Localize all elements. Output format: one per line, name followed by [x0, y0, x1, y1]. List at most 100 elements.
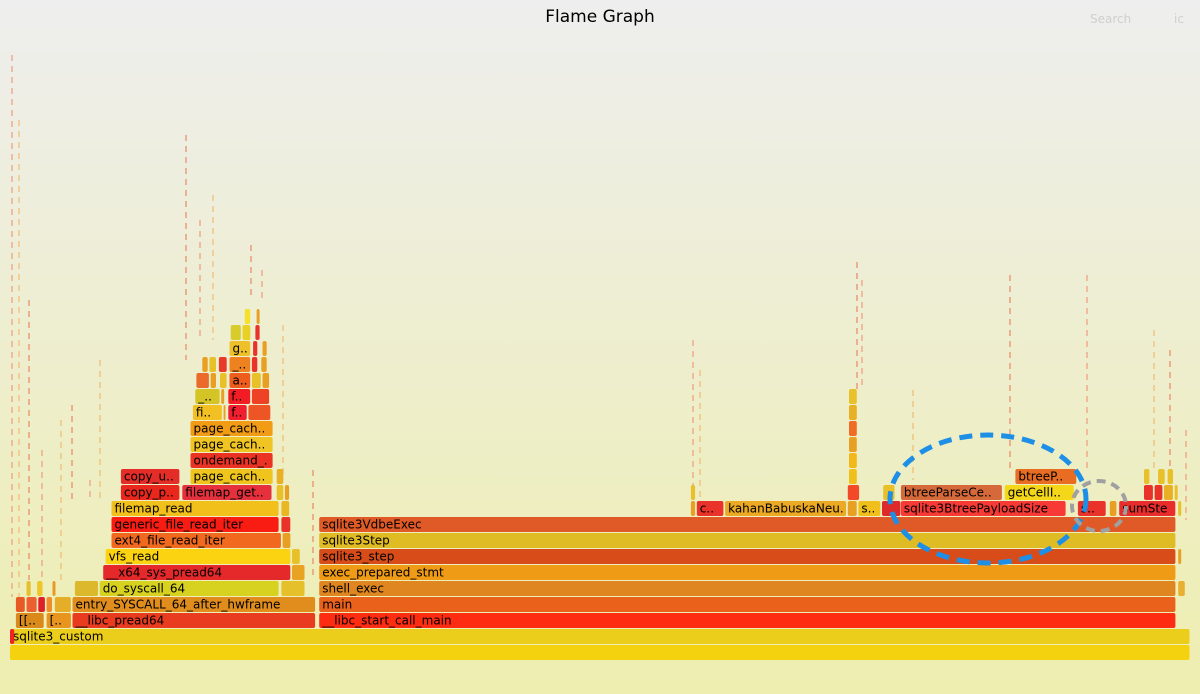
- frame-unlabeled-67[interactable]: [1158, 469, 1165, 484]
- frame-unlabeled-17[interactable]: [74, 581, 98, 596]
- frame-rect[interactable]: [882, 501, 901, 516]
- frame-generic_file_read_iter-32[interactable]: generic_file_read_iter: [111, 517, 279, 532]
- frame-unlabeled-42[interactable]: [882, 501, 901, 516]
- frame-rect[interactable]: [26, 581, 31, 596]
- frame-filemap_read-35[interactable]: filemap_read: [111, 501, 279, 516]
- frame-unlabeled-93[interactable]: [218, 357, 227, 372]
- frame-unlabeled-30[interactable]: [282, 533, 291, 548]
- frame-rect[interactable]: [256, 309, 260, 324]
- frame-rect[interactable]: [690, 485, 696, 500]
- frame-rect[interactable]: [195, 389, 220, 404]
- frame-unlabeled-64[interactable]: [849, 469, 857, 484]
- frame-unlabeled-16[interactable]: [52, 581, 56, 596]
- frame-rect[interactable]: [15, 597, 25, 612]
- frame-unlabeled-96[interactable]: [261, 357, 267, 372]
- frame-sqlite3BtreePayloadSize-43[interactable]: sqlite3BtreePayloadSize: [900, 501, 1066, 516]
- frame-rect[interactable]: [218, 357, 227, 372]
- frame-unlabeled-58[interactable]: [1154, 485, 1163, 500]
- frame-rect[interactable]: [10, 629, 15, 644]
- frame-rect[interactable]: [182, 485, 272, 500]
- frame-fi-75[interactable]: fi..: [192, 405, 222, 420]
- frame-unlabeled-2[interactable]: [10, 629, 15, 644]
- frame-btreeParseCe-55[interactable]: btreeParseCe..: [900, 485, 1002, 500]
- frame-rect[interactable]: [1164, 485, 1173, 500]
- frame-rect[interactable]: [210, 373, 216, 388]
- frame-unlabeled-33[interactable]: [281, 517, 291, 532]
- frame-unlabeled-102[interactable]: [255, 325, 260, 340]
- frame-unlabeled-23[interactable]: [292, 565, 305, 580]
- frame-unlabeled-51[interactable]: [284, 485, 290, 500]
- frame-rect[interactable]: [849, 469, 857, 484]
- frame-unlabeled-50[interactable]: [276, 485, 284, 500]
- frame-ext4_file_read_iter-29[interactable]: ext4_file_read_iter: [111, 533, 281, 548]
- frame-s-41[interactable]: s..: [858, 501, 881, 516]
- frame-unlabeled-85[interactable]: [196, 373, 209, 388]
- frame-rect[interactable]: [111, 517, 279, 532]
- frame-unlabeled-98[interactable]: [253, 341, 258, 356]
- frame-unlabeled-52[interactable]: [690, 485, 696, 500]
- frame-unlabeled-76[interactable]: [223, 405, 226, 420]
- frame-rect[interactable]: [54, 597, 71, 612]
- frame-unlabeled-92[interactable]: [209, 357, 216, 372]
- frame-btreeP-65[interactable]: btreeP..: [1015, 469, 1077, 484]
- frame-rect[interactable]: [262, 341, 267, 356]
- frame-rect[interactable]: [276, 469, 284, 484]
- frame-sqlite3_custom-1[interactable]: sqlite3_custom: [10, 629, 1190, 644]
- frame-entry_SYSCALL_64_after_hwframe-12[interactable]: entry_SYSCALL_64_after_hwframe: [72, 597, 316, 612]
- frame-page_cach-73[interactable]: page_cach..: [190, 421, 273, 436]
- frame-rect[interactable]: [10, 629, 1190, 644]
- frame-rect[interactable]: [26, 597, 37, 612]
- frame-rect[interactable]: [319, 565, 1176, 580]
- frame-__libc_pread64-5[interactable]: __libc_pread64: [72, 613, 316, 628]
- frame-unlabeled-28[interactable]: [1178, 549, 1182, 564]
- frame-rect[interactable]: [1144, 485, 1153, 500]
- frame-rect[interactable]: [10, 645, 1190, 660]
- frame-rect[interactable]: [319, 533, 1176, 548]
- frame-unlabeled-74[interactable]: [849, 421, 857, 436]
- frame-sumStep-46[interactable]: sumSte: [1119, 501, 1176, 516]
- frame-rect[interactable]: [1178, 581, 1185, 596]
- frame-rect[interactable]: [900, 485, 1002, 500]
- frame-rect[interactable]: [229, 357, 251, 372]
- frame-f-77[interactable]: f..: [228, 405, 247, 420]
- frame-rect[interactable]: [690, 501, 696, 516]
- frame-rect[interactable]: [1178, 549, 1182, 564]
- frame-rect[interactable]: [261, 357, 267, 372]
- frame-unlabeled-19[interactable]: [281, 581, 305, 596]
- frame-unlabeled-79[interactable]: [849, 405, 857, 420]
- frame-unlabeled-40[interactable]: [847, 501, 857, 516]
- frame-unlabeled-26[interactable]: [292, 549, 300, 564]
- frame-rect[interactable]: [120, 469, 180, 484]
- frame-unlabeled-72[interactable]: [849, 437, 857, 452]
- frame-unlabeled-87[interactable]: [220, 373, 227, 388]
- frame-unlabeled-101[interactable]: [242, 325, 251, 340]
- frame-unlabeled-14[interactable]: [26, 581, 31, 596]
- frame-rect[interactable]: [46, 597, 52, 612]
- frame-rect[interactable]: [221, 389, 225, 404]
- frame-rect[interactable]: [209, 357, 216, 372]
- frame-unlabeled-47[interactable]: [1178, 501, 1182, 516]
- frame-rect[interactable]: [1144, 469, 1150, 484]
- frame-rect[interactable]: [111, 501, 279, 516]
- frame-rect[interactable]: [220, 373, 227, 388]
- search-button[interactable]: Search: [1090, 12, 1132, 26]
- frame-rect[interactable]: [72, 597, 316, 612]
- frame-rect[interactable]: [230, 325, 241, 340]
- frame-rect[interactable]: [696, 501, 724, 516]
- frame-unlabeled-53[interactable]: [847, 485, 860, 500]
- frame-unlabeled-78[interactable]: [248, 405, 271, 420]
- frame-rect[interactable]: [15, 613, 44, 628]
- frame-rect[interactable]: [248, 405, 271, 420]
- frame-rect[interactable]: [292, 549, 300, 564]
- frame-rect[interactable]: [319, 597, 1176, 612]
- frame-unlabeled-103[interactable]: [244, 309, 251, 324]
- frame-getCellI-56[interactable]: getCellI..: [1004, 485, 1074, 500]
- frame-rect[interactable]: [37, 581, 43, 596]
- frame-exec_prepared_stmt-24[interactable]: exec_prepared_stmt: [319, 565, 1176, 580]
- frame-unlabeled-37[interactable]: [690, 501, 696, 516]
- frame-c-38[interactable]: c..: [696, 501, 724, 516]
- frame-rect[interactable]: [1109, 501, 1117, 516]
- frame-rect[interactable]: [281, 501, 290, 516]
- frame-rect[interactable]: [1119, 501, 1176, 516]
- frame-unlabeled-45[interactable]: [1109, 501, 1117, 516]
